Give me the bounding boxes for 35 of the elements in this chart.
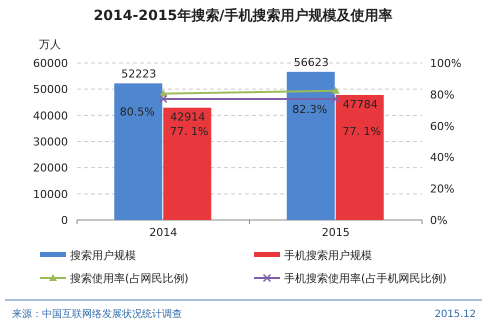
y2-tick-label: 60% xyxy=(430,120,454,133)
bar xyxy=(286,72,335,220)
y-axis-title: 万人 xyxy=(39,38,61,51)
bar xyxy=(336,94,384,220)
x-tick-label: 2015 xyxy=(322,226,350,239)
y-tick-label: 50000 xyxy=(33,83,68,96)
data-label: 56623 xyxy=(294,56,329,69)
data-label: 77. 1% xyxy=(170,124,208,138)
y-tick-label: 10000 xyxy=(33,188,68,201)
chart-title: 2014-2015年搜索/手机搜索用户规模及使用率 xyxy=(94,7,392,24)
source-note: 来源：中国互联网络发展状况统计调查 xyxy=(12,308,182,320)
y2-tick-label: 0% xyxy=(430,214,448,227)
y2-tick-label: 100% xyxy=(430,57,462,70)
data-label: 77. 1% xyxy=(342,124,381,138)
bar xyxy=(163,108,212,220)
data-label: 82.3% xyxy=(292,102,328,116)
data-label: 80.5% xyxy=(120,106,155,119)
y2-tick-label: 80% xyxy=(430,88,454,102)
y-tick-label: 30000 xyxy=(33,136,68,148)
legend-label: 搜索用户规模 xyxy=(70,249,136,262)
bar xyxy=(114,83,162,220)
y2-tick-label: 20% xyxy=(430,182,454,196)
data-label: 42914 xyxy=(170,110,206,124)
data-label: 52223 xyxy=(121,67,156,80)
legend-label: 搜索使用率(占网民比例) xyxy=(70,272,189,285)
text: 2015.12 xyxy=(434,309,476,320)
y-tick-label: 20000 xyxy=(33,162,68,175)
y-tick-label: 60000 xyxy=(33,57,68,70)
legend-label: 手机搜索使用率(占手机网民比例) xyxy=(284,272,447,285)
y2-tick-label: 40% xyxy=(430,151,454,164)
y-tick-label: 0 xyxy=(61,214,68,227)
y-tick-label: 40000 xyxy=(33,109,68,122)
legend-label: 手机搜索用户规模 xyxy=(284,249,372,262)
x-tick-label: 2014 xyxy=(149,226,178,239)
data-label: 47784 xyxy=(342,98,378,111)
